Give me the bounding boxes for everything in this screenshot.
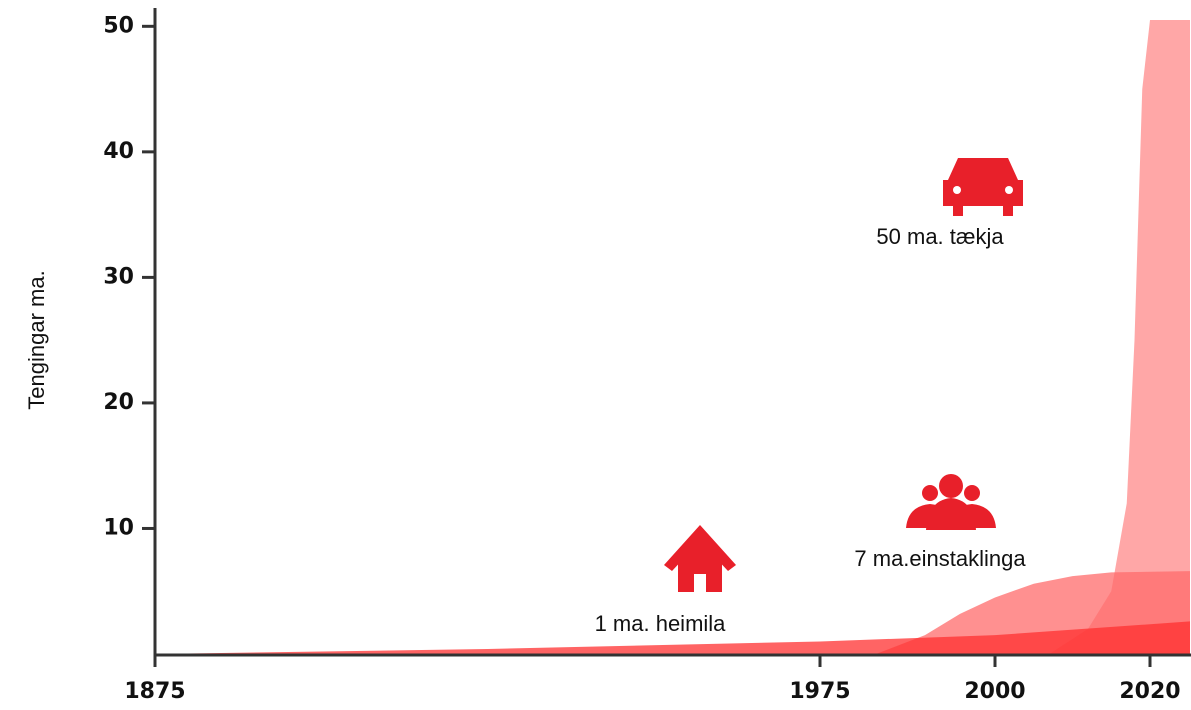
x-tick-label: 1975 [789, 679, 850, 704]
area [1049, 20, 1190, 654]
series-label: 50 ma. tækja [876, 224, 1004, 249]
y-tick-label: 20 [103, 390, 134, 415]
x-tick-label: 2020 [1119, 679, 1180, 704]
x-tick-label: 1875 [124, 679, 185, 704]
areas [155, 20, 1190, 654]
house-icon [664, 525, 736, 592]
y-tick-label: 50 [103, 13, 134, 38]
people-icon [906, 474, 996, 530]
series-label: 7 ma.einstaklinga [854, 546, 1026, 571]
car-icon [943, 158, 1023, 216]
y-tick-label: 30 [103, 264, 134, 289]
x-tick-label: 2000 [964, 679, 1025, 704]
y-tick-label: 40 [103, 139, 134, 164]
area [155, 621, 1190, 654]
y-tick-label: 10 [103, 515, 134, 540]
y-axis-label: Tengingar ma. [24, 270, 49, 409]
series-label: 1 ma. heimila [595, 611, 727, 636]
